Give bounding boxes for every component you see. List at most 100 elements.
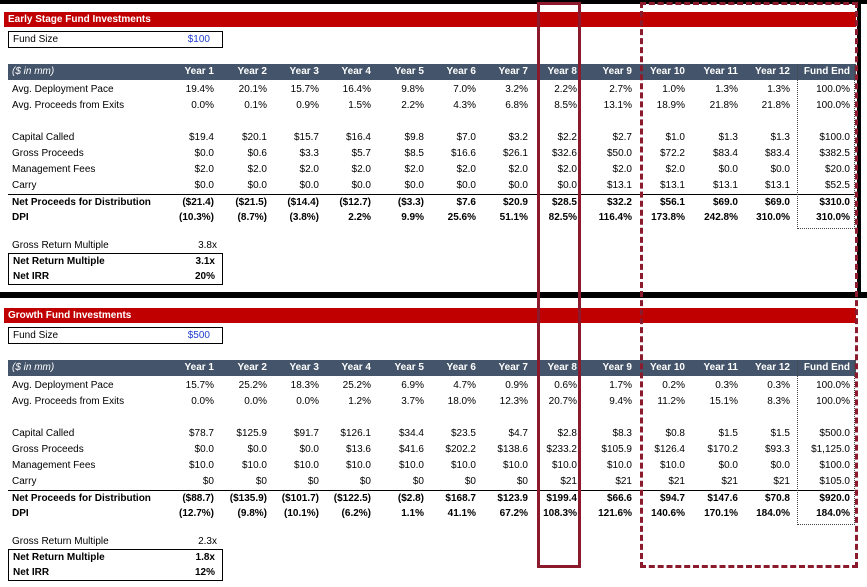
row-label: Capital Called [12,428,75,439]
column-header: Year 11 [703,66,738,77]
growth-net-irr-row: Net IRR 12% [9,565,221,580]
row-value: $0 [307,476,319,487]
table-row: Avg. Deployment Pace 15.7% 25.2% 18.3% 25.2%… [8,378,856,394]
row-value: $125.9 [236,428,267,439]
row-value: 6.9% [401,380,424,391]
row-value: $100.0 [819,460,850,471]
row-value: $1,125.0 [811,444,850,455]
row-value: $3.2 [508,132,528,143]
row-value: $0.0 [718,460,738,471]
early-net-multiple-value: 3.1x [195,256,215,267]
row-value: $2.8 [557,428,577,439]
row-value: $0.0 [247,180,267,191]
row-value: $500.0 [819,428,850,439]
column-header: Year 2 [237,66,267,77]
row-value: $78.7 [188,428,214,439]
row-value: ($12.7) [339,197,371,208]
row-value: 100.0% [816,396,850,407]
row-value: $168.7 [445,493,476,504]
row-label: Gross Proceeds [12,444,84,455]
row-value: 8.5% [554,100,577,111]
row-value: $41.6 [398,444,424,455]
early-net-irr-value: 20% [194,271,215,282]
net-irr-label: Net IRR [13,271,50,282]
row-value: 51.1% [499,212,528,223]
column-header: Year 1 [184,362,214,373]
table-row: DPI (12.7%) (9.8%) (10.1%) (6.2%) 1.1% 41.1% 67… [8,506,856,522]
row-value: $20.9 [502,197,528,208]
row-value: $16.6 [450,148,476,159]
row-value: 116.4% [598,212,632,223]
row-value: 12.3% [499,396,528,407]
growth-gross-multiple-row: Gross Return Multiple 2.3x [8,534,223,549]
row-value: $15.7 [293,132,319,143]
row-value: $8.3 [612,428,632,439]
row-value: 2.2% [401,100,424,111]
column-header: Year 7 [498,66,528,77]
row-value: 11.2% [657,396,685,407]
row-value: $0 [464,476,476,487]
row-value: $3.3 [299,148,319,159]
row-value: 82.5% [548,212,577,223]
row-value: ($21.5) [235,197,267,208]
row-value: $26.1 [502,148,528,159]
row-value: 1.2% [348,396,371,407]
column-header: Year 5 [394,66,424,77]
row-value: $0.0 [718,164,738,175]
column-header: Year 12 [754,362,790,373]
row-value: 19.4% [185,84,214,95]
row-value: $10.0 [659,460,685,471]
row-value: $2.0 [612,164,632,175]
table-row: Avg. Proceeds from Exits 0.0% 0.0% 0.0% 1.2%… [8,394,856,410]
row-value: 1.3% [767,84,790,95]
row-value: 0.0% [191,396,214,407]
row-value: 0.1% [244,100,267,111]
table-row: Avg. Deployment Pace 19.4% 20.1% 15.7% 16.4%… [8,82,856,98]
row-value: $123.9 [497,493,528,504]
early-header-row: ($ in mm) Year 1 Year 2 Year 3 Year 4 Year 5… [8,64,856,80]
table-row: Capital Called $78.7 $125.9 $91.7 $126.1 $34.… [8,426,856,442]
row-label: DPI [12,212,29,223]
row-value: $66.6 [606,493,632,504]
row-value: $2.2 [557,132,577,143]
row-value: $70.8 [764,493,790,504]
row-value: 1.5% [348,100,371,111]
row-value: $2.0 [247,164,267,175]
row-value: 0.2% [662,380,685,391]
row-value: $10.0 [398,460,424,471]
row-value: 184.0% [756,508,790,519]
row-value: 9.4% [609,396,632,407]
row-value: $10.0 [241,460,267,471]
row-value: $94.7 [659,493,685,504]
right-border [857,0,861,296]
column-header: Year 5 [394,362,424,373]
row-value: $2.0 [665,164,685,175]
row-value: $1.3 [770,132,790,143]
row-value: $21 [721,476,738,487]
row-value: 2.7% [609,84,632,95]
row-value: $72.2 [659,148,685,159]
row-value: $5.7 [351,148,371,159]
row-value: $69.0 [712,197,738,208]
row-value: $21 [560,476,577,487]
row-value: $2.0 [508,164,528,175]
table-row: Avg. Proceeds from Exits 0.0% 0.1% 0.9% 1.5%… [8,98,856,114]
table-row: Carry $0.0 $0.0 $0.0 $0.0 $0.0 $0.0 $0.0 $0.0 $13… [8,178,856,194]
column-header: Year 3 [289,66,319,77]
gross-multiple-label: Gross Return Multiple [12,536,109,547]
row-value: $2.0 [194,164,214,175]
row-value: $199.4 [546,493,577,504]
row-value: $126.1 [340,428,371,439]
row-value: 0.6% [554,380,577,391]
row-value: 7.0% [453,84,476,95]
row-value: 100.0% [816,380,850,391]
early-net-box: Net Return Multiple 3.1x Net IRR 20% [8,253,223,285]
row-value: (6.2%) [341,508,371,519]
row-value: $32.6 [551,148,577,159]
early-gross-multiple-value: 3.8x [198,240,217,251]
row-value: $16.4 [345,132,371,143]
row-value: $0.0 [194,180,214,191]
row-value: $1.3 [718,132,738,143]
early-net-irr-row: Net IRR 20% [9,269,221,284]
row-value: $310.0 [819,197,850,208]
